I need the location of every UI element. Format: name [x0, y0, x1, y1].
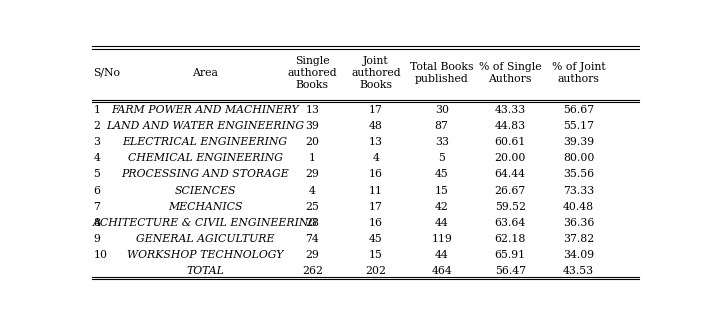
Text: 4: 4	[93, 153, 101, 163]
Text: 44.83: 44.83	[495, 121, 525, 131]
Text: 64.44: 64.44	[495, 169, 525, 180]
Text: 43.33: 43.33	[495, 105, 525, 115]
Text: LAND AND WATER ENGINEERING: LAND AND WATER ENGINEERING	[106, 121, 304, 131]
Text: 119: 119	[431, 234, 452, 244]
Text: 15: 15	[369, 250, 383, 260]
Text: FARM POWER AND MACHINERY: FARM POWER AND MACHINERY	[111, 105, 299, 115]
Text: 34.09: 34.09	[563, 250, 594, 260]
Text: 6: 6	[93, 186, 101, 196]
Text: Area: Area	[193, 68, 218, 78]
Text: 45: 45	[369, 234, 383, 244]
Text: 16: 16	[369, 169, 383, 180]
Text: 262: 262	[302, 266, 323, 276]
Text: 15: 15	[435, 186, 448, 196]
Text: 48: 48	[369, 121, 383, 131]
Text: TOTAL: TOTAL	[186, 266, 224, 276]
Text: 29: 29	[305, 250, 319, 260]
Text: 28: 28	[305, 218, 319, 228]
Text: PROCESSING AND STORAGE: PROCESSING AND STORAGE	[121, 169, 289, 180]
Text: 17: 17	[369, 105, 383, 115]
Text: 45: 45	[435, 169, 448, 180]
Text: 26.67: 26.67	[495, 186, 525, 196]
Text: 13: 13	[369, 137, 383, 147]
Text: 20.00: 20.00	[495, 153, 526, 163]
Text: 36.36: 36.36	[563, 218, 595, 228]
Text: CHEMICAL ENGINEERING: CHEMICAL ENGINEERING	[128, 153, 282, 163]
Text: 11: 11	[369, 186, 383, 196]
Text: 8: 8	[93, 218, 101, 228]
Text: 80.00: 80.00	[563, 153, 595, 163]
Text: 60.61: 60.61	[495, 137, 526, 147]
Text: 37.82: 37.82	[563, 234, 595, 244]
Text: 2: 2	[93, 121, 101, 131]
Text: 4: 4	[372, 153, 379, 163]
Text: 10: 10	[93, 250, 108, 260]
Text: 63.64: 63.64	[495, 218, 525, 228]
Text: 87: 87	[435, 121, 448, 131]
Text: 202: 202	[365, 266, 386, 276]
Text: 4: 4	[309, 186, 316, 196]
Text: S/No: S/No	[93, 68, 120, 78]
Text: ACHITECTURE & CIVIL ENGINEERING: ACHITECTURE & CIVIL ENGINEERING	[93, 218, 318, 228]
Text: 30: 30	[435, 105, 448, 115]
Text: 62.18: 62.18	[495, 234, 526, 244]
Text: ELECTRICAL ENGINEERING: ELECTRICAL ENGINEERING	[123, 137, 288, 147]
Text: 33: 33	[435, 137, 448, 147]
Text: 20: 20	[305, 137, 319, 147]
Text: 3: 3	[93, 137, 101, 147]
Text: 35.56: 35.56	[563, 169, 594, 180]
Text: 1: 1	[309, 153, 316, 163]
Text: 5: 5	[93, 169, 101, 180]
Text: 39: 39	[305, 121, 319, 131]
Text: 5: 5	[438, 153, 445, 163]
Text: 13: 13	[305, 105, 319, 115]
Text: 55.17: 55.17	[563, 121, 594, 131]
Text: % of Single
Authors: % of Single Authors	[479, 62, 541, 84]
Text: 44: 44	[435, 250, 448, 260]
Text: 40.48: 40.48	[563, 202, 594, 211]
Text: SCIENCES: SCIENCES	[175, 186, 236, 196]
Text: 25: 25	[305, 202, 319, 211]
Text: 56.67: 56.67	[563, 105, 594, 115]
Text: 59.52: 59.52	[495, 202, 525, 211]
Text: 29: 29	[305, 169, 319, 180]
Text: 17: 17	[369, 202, 383, 211]
Text: 44: 44	[435, 218, 448, 228]
Text: 7: 7	[93, 202, 101, 211]
Text: 43.53: 43.53	[563, 266, 594, 276]
Text: 16: 16	[369, 218, 383, 228]
Text: 9: 9	[93, 234, 101, 244]
Text: 1: 1	[93, 105, 101, 115]
Text: WORKSHOP TECHNOLOGY: WORKSHOP TECHNOLOGY	[127, 250, 283, 260]
Text: Joint
authored
Books: Joint authored Books	[351, 56, 401, 90]
Text: 73.33: 73.33	[563, 186, 595, 196]
Text: MECHANICS: MECHANICS	[168, 202, 242, 211]
Text: 42: 42	[435, 202, 448, 211]
Text: 56.47: 56.47	[495, 266, 525, 276]
Text: Single
authored
Books: Single authored Books	[287, 56, 337, 90]
Text: 65.91: 65.91	[495, 250, 525, 260]
Text: 74: 74	[305, 234, 319, 244]
Text: 464: 464	[431, 266, 452, 276]
Text: 39.39: 39.39	[563, 137, 594, 147]
Text: % of Joint
authors: % of Joint authors	[552, 62, 605, 84]
Text: GENERAL AGICULTURE: GENERAL AGICULTURE	[136, 234, 275, 244]
Text: Total Books
published: Total Books published	[410, 62, 473, 84]
